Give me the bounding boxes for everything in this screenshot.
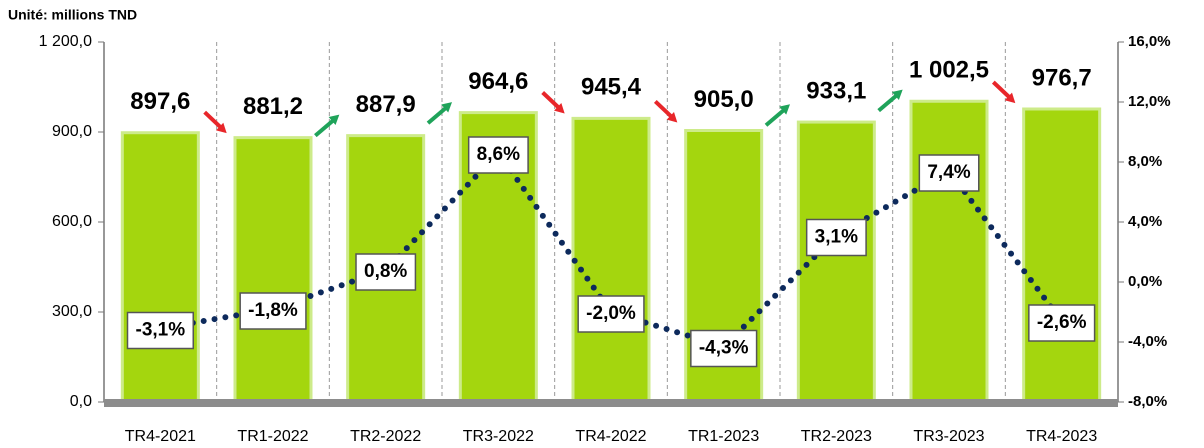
x-tick-label: TR2-2023 xyxy=(801,428,872,445)
trend-arrow-head xyxy=(666,111,678,123)
point-label-box xyxy=(577,295,645,333)
y-tick-label: 0,0 xyxy=(70,393,92,410)
trend-arrow-head xyxy=(891,89,903,100)
bar xyxy=(233,136,313,404)
point-label: 7,4% xyxy=(927,162,970,183)
x-tick-label: TR1-2022 xyxy=(237,428,308,445)
x-axis-floor xyxy=(104,399,1118,407)
y2-tick-label: 4,0% xyxy=(1128,213,1162,230)
bar-value-label: 881,2 xyxy=(243,93,303,120)
bar-value-label: 897,6 xyxy=(130,88,190,115)
point-label-box xyxy=(467,136,529,174)
trend-arrow xyxy=(541,91,563,111)
bar xyxy=(571,116,651,404)
y2-tick-label: -8,0% xyxy=(1128,393,1167,410)
point-label-box xyxy=(1028,304,1096,342)
bar xyxy=(120,131,200,404)
bar xyxy=(796,120,876,404)
point-label-box xyxy=(918,154,980,192)
trend-arrow xyxy=(426,104,450,125)
point-label: -1,8% xyxy=(248,300,298,321)
y-tick-label: 600,0 xyxy=(52,213,92,230)
point-label: 8,6% xyxy=(477,144,520,165)
chart-subtitle: Unité: millions TND xyxy=(8,7,137,23)
point-label: 3,1% xyxy=(815,227,858,248)
point-label-box xyxy=(126,311,195,350)
trend-arrow-head xyxy=(441,102,452,113)
line xyxy=(157,148,1065,350)
bar xyxy=(909,99,989,404)
trend-arrow-head xyxy=(554,103,565,114)
x-tick-label: TR4-2022 xyxy=(575,428,646,445)
trend-arrow-head xyxy=(216,122,227,134)
y-tick-label: 1 200,0 xyxy=(39,33,92,50)
y2-tick-label: 8,0% xyxy=(1128,153,1162,170)
bar-value-label: 887,9 xyxy=(356,91,416,118)
bar-value-label: 964,6 xyxy=(468,68,528,95)
y-tick-label: 900,0 xyxy=(52,123,92,140)
point-label-box xyxy=(355,253,417,291)
x-tick-label: TR1-2023 xyxy=(688,428,759,445)
bar-value-label: 933,1 xyxy=(806,77,866,104)
x-tick-label: TR3-2022 xyxy=(463,428,534,445)
trend-arrow xyxy=(314,117,337,138)
point-label: 0,8% xyxy=(364,261,407,282)
point-label-box xyxy=(805,218,867,257)
trend-arrow-head xyxy=(328,114,340,125)
y2-tick-label: 16,0% xyxy=(1128,33,1171,50)
bar-value-label: 976,7 xyxy=(1032,64,1092,91)
bar-value-label: 945,4 xyxy=(581,74,642,101)
point-label: -3,1% xyxy=(136,320,186,341)
y2-tick-label: -4,0% xyxy=(1128,333,1167,350)
trend-arrow xyxy=(877,92,900,113)
bar-value-label: 1 002,5 xyxy=(909,57,989,84)
trend-arrow xyxy=(203,110,225,131)
x-tick-label: TR2-2022 xyxy=(350,428,421,445)
x-tick-label: TR4-2023 xyxy=(1026,428,1097,445)
trend-arrow-head xyxy=(779,104,790,115)
y-tick-label: 300,0 xyxy=(52,303,92,320)
bar-value-label: 905,0 xyxy=(694,86,754,113)
x-tick-label: TR3-2023 xyxy=(913,428,984,445)
trend-arrow xyxy=(653,99,675,120)
point-label: -4,3% xyxy=(699,338,749,359)
point-label-box xyxy=(690,329,758,368)
trend-arrow xyxy=(991,80,1013,101)
point-label: -2,6% xyxy=(1037,312,1087,333)
y2-tick-label: 12,0% xyxy=(1128,93,1171,110)
x-tick-label: TR4-2021 xyxy=(125,428,196,445)
trend-arrow xyxy=(764,106,788,127)
point-label: -2,0% xyxy=(586,303,636,324)
point-label-box xyxy=(239,292,307,330)
bar xyxy=(1022,107,1102,404)
y2-tick-label: 0,0% xyxy=(1128,273,1162,290)
trend-arrow-head xyxy=(1004,92,1016,104)
